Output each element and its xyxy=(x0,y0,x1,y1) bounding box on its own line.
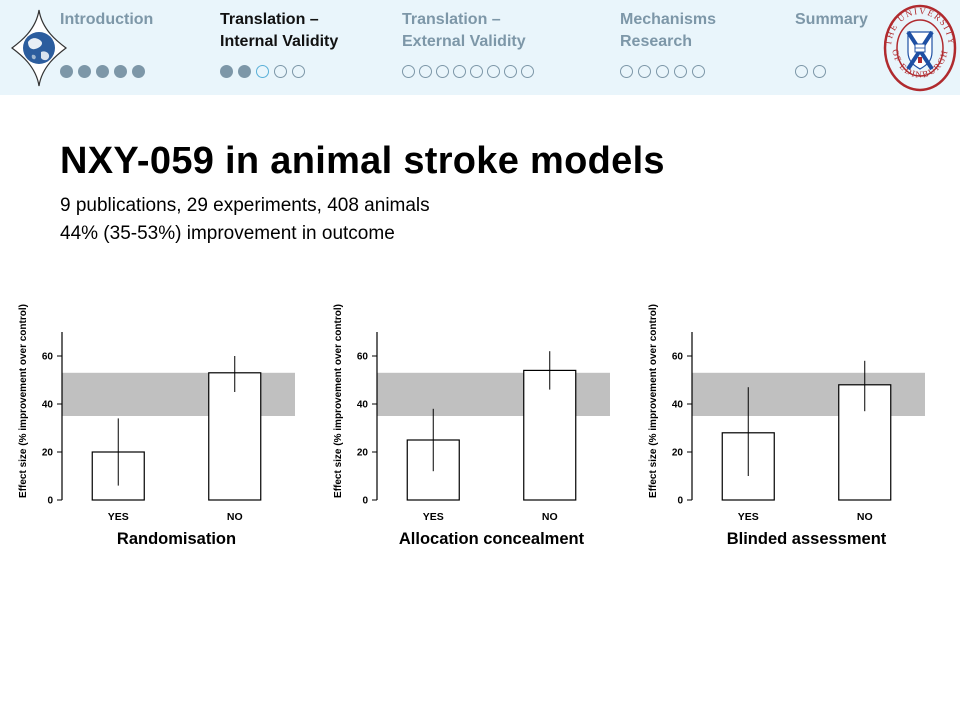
subtitle-line-1: 9 publications, 29 experiments, 408 anim… xyxy=(60,195,430,216)
slide-progress-dots xyxy=(795,65,868,78)
slide-dot[interactable] xyxy=(692,65,705,78)
x-category-label: NO xyxy=(227,511,243,523)
nav-header: Introduction Translation – Internal Valid… xyxy=(0,0,960,95)
slide-progress-dots xyxy=(60,65,153,78)
y-tick-label: 40 xyxy=(42,400,54,411)
bar-no xyxy=(208,372,262,501)
x-category-label: YES xyxy=(423,511,444,523)
university-crest-icon: THE UNIVERSITY OF EDINBURGH xyxy=(883,4,957,92)
nav-section-2[interactable]: Translation – Internal Validity xyxy=(220,9,338,78)
subtitle-line-2: 44% (35-53%) improvement in outcome xyxy=(60,223,395,244)
chart-panel-2: 0 20 40 60 Effect size (% improvement over c… xyxy=(333,304,610,545)
slide-dot[interactable] xyxy=(620,65,633,78)
y-tick-label: 0 xyxy=(362,496,368,507)
y-tick-label: 40 xyxy=(357,400,369,411)
slide-dot[interactable] xyxy=(402,65,415,78)
y-axis-label: Effect size (% improvement over control) xyxy=(18,304,29,498)
y-tick-label: 60 xyxy=(672,352,684,363)
slide-dot[interactable] xyxy=(504,65,517,78)
slide-progress-dots xyxy=(402,65,534,78)
slide-dot[interactable] xyxy=(78,65,91,78)
nav-section-label: Introduction xyxy=(60,11,154,28)
slide-dot[interactable] xyxy=(292,65,305,78)
slide-dot[interactable] xyxy=(256,65,269,78)
chart-title: Randomisation xyxy=(117,530,236,545)
y-axis-label: Effect size (% improvement over control) xyxy=(333,304,344,498)
nav-section-5[interactable]: Summary xyxy=(795,9,868,78)
nav-section-3[interactable]: Translation – External Validity xyxy=(402,9,534,78)
slide-progress-dots xyxy=(220,65,338,78)
y-tick-label: 20 xyxy=(672,448,684,459)
slide-dot[interactable] xyxy=(674,65,687,78)
chart-panel-3: 0 20 40 60 Effect size (% improvement over c… xyxy=(648,304,925,545)
chart-title: Blinded assessment xyxy=(727,530,887,545)
x-category-label: NO xyxy=(857,511,873,523)
slide-dot[interactable] xyxy=(220,65,233,78)
chart-title: Allocation concealment xyxy=(399,530,585,545)
slide-dot[interactable] xyxy=(656,65,669,78)
nav-section-4[interactable]: Mechanisms Research xyxy=(620,9,716,78)
slide-dot[interactable] xyxy=(274,65,287,78)
y-tick-label: 60 xyxy=(42,352,54,363)
crest-logo: THE UNIVERSITY OF EDINBURGH xyxy=(883,4,957,92)
y-tick-label: 40 xyxy=(672,400,684,411)
globe-logo xyxy=(8,8,70,88)
slide-title: NXY-059 in animal stroke models xyxy=(60,140,665,182)
bar-no xyxy=(523,369,577,501)
x-category-label: YES xyxy=(108,511,129,523)
slide-dot[interactable] xyxy=(795,65,808,78)
slide-dot[interactable] xyxy=(638,65,651,78)
slide-dot[interactable] xyxy=(453,65,466,78)
x-category-label: YES xyxy=(738,511,759,523)
globe-icon xyxy=(11,9,67,87)
y-tick-label: 20 xyxy=(42,448,54,459)
slide-dot[interactable] xyxy=(813,65,826,78)
slide-dot[interactable] xyxy=(436,65,449,78)
y-tick-label: 0 xyxy=(47,496,53,507)
chart-row: 0 20 40 60 Effect size (% improvement over c… xyxy=(0,290,960,550)
slide-progress-dots xyxy=(620,65,716,78)
slide-dot[interactable] xyxy=(487,65,500,78)
slide-dot[interactable] xyxy=(521,65,534,78)
slide-dot[interactable] xyxy=(470,65,483,78)
y-tick-label: 0 xyxy=(677,496,683,507)
x-category-label: NO xyxy=(542,511,558,523)
slide-dot[interactable] xyxy=(238,65,251,78)
slide-dot[interactable] xyxy=(60,65,73,78)
slide-dot[interactable] xyxy=(132,65,145,78)
y-axis-label: Effect size (% improvement over control) xyxy=(648,304,659,498)
nav-section-label: Summary xyxy=(795,11,868,28)
nav-section-label: Mechanisms Research xyxy=(620,11,717,50)
slide-dot[interactable] xyxy=(419,65,432,78)
chart-panel-1: 0 20 40 60 Effect size (% improvement over c… xyxy=(18,304,295,545)
y-tick-label: 20 xyxy=(357,448,369,459)
nav-section-label: Translation – Internal Validity xyxy=(220,11,339,50)
slide-dot[interactable] xyxy=(114,65,127,78)
y-tick-label: 60 xyxy=(357,352,369,363)
nav-section-label: Translation – External Validity xyxy=(402,11,526,50)
slide-dot[interactable] xyxy=(96,65,109,78)
nav-section-1[interactable]: Introduction xyxy=(60,9,153,78)
